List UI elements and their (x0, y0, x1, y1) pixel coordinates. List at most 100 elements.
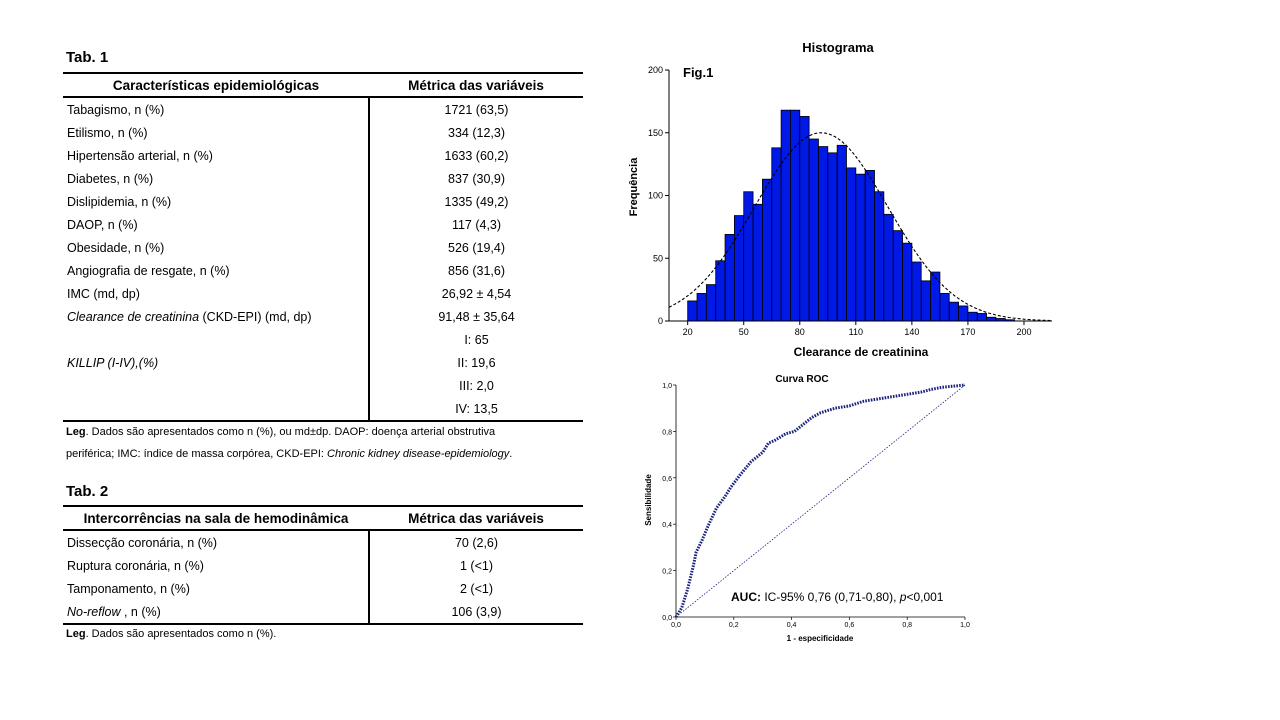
x-tick-label: 200 (1016, 327, 1031, 337)
row-value: 2 (<1) (368, 577, 583, 600)
histogram-bar (864, 169, 875, 322)
histogram-bar (687, 300, 698, 322)
roc-y-tick-label: 0,4 (662, 522, 672, 529)
table-row: Angiografia de resgate, n (%) 856 (31,6) (63, 259, 583, 282)
column-header: Intercorrências na sala de hemodinâmica (83, 510, 349, 526)
row-label: Ruptura coronária, n (%) (67, 558, 204, 573)
histogram-bar (771, 147, 782, 322)
killip-value: III: 2,0 (368, 374, 583, 397)
killip-label: KILLIP (I-IV),(%) (67, 355, 159, 370)
roc-x-label: 1 - especificidade (787, 634, 854, 643)
killip-value: II: 19,6 (368, 351, 583, 374)
row-label: DAOP, n (%) (67, 217, 138, 232)
table-row: Etilismo, n (%) 334 (12,3) (63, 121, 583, 144)
table1: Características epidemiológicas Métrica … (63, 72, 583, 422)
row-value: 70 (2,6) (368, 530, 583, 554)
row-value: 856 (31,6) (368, 259, 583, 282)
row-label: Obesidade, n (%) (67, 240, 165, 255)
x-tick-label: 80 (795, 327, 805, 337)
table2-title: Tab. 2 (66, 483, 109, 500)
table-row: Dissecção coronária, n (%) 70 (2,6) (63, 530, 583, 554)
row-label: Clearance de creatinina (CKD-EPI) (md, d… (63, 305, 369, 328)
histogram-annotation: Fig.1 (683, 65, 713, 80)
table-header-row: Características epidemiológicas Métrica … (63, 73, 583, 97)
legend-bold: Leg (66, 628, 86, 640)
histogram-bar (846, 167, 857, 322)
table-row: Hipertensão arterial, n (%) 1633 (60,2) (63, 144, 583, 167)
row-label: Hipertensão arterial, n (%) (67, 148, 213, 163)
row-value: 526 (19,4) (368, 236, 583, 259)
table-row: Dislipidemia, n (%) 1335 (49,2) (63, 190, 583, 213)
auc-p: p (899, 590, 907, 604)
histogram-bar (799, 116, 810, 322)
histogram-bar (911, 261, 922, 322)
x-tick-label: 140 (904, 327, 919, 337)
roc-title: Curva ROC (775, 374, 828, 385)
table-header-row: Intercorrências na sala de hemodinâmica … (63, 506, 583, 530)
roc-y-tick-label: 0,6 (662, 476, 672, 483)
histogram-bar (986, 316, 997, 322)
roc-x-tick-label: 0,2 (729, 622, 739, 629)
auc-text: IC-95% 0,76 (0,71-0,80), (761, 590, 900, 604)
histogram-bar (780, 109, 791, 322)
histogram-bar (752, 203, 763, 322)
row-value: 91,48 ± 35,64 (368, 305, 583, 328)
auc-label: AUC: (731, 590, 761, 604)
row-label: Tabagismo, n (%) (67, 102, 165, 117)
table-row: IMC (md, dp) 26,92 ± 4,54 (63, 282, 583, 305)
histogram-bar (827, 152, 838, 322)
table-row: Ruptura coronária, n (%) 1 (<1) (63, 554, 583, 577)
table2-legend: Leg. Dados são apresentados como n (%). (66, 623, 586, 645)
histogram-bar (920, 280, 931, 322)
column-header: Métrica das variáveis (408, 510, 544, 526)
histogram-bar (808, 138, 819, 322)
row-label: KILLIP (I-IV),(%) (63, 351, 369, 374)
normal-curve (668, 132, 1052, 322)
histogram-bar (836, 144, 847, 322)
row-label: Tamponamento, n (%) (67, 581, 190, 596)
x-tick-label: 110 (849, 327, 863, 337)
auc-p-value: <0,001 (906, 590, 943, 604)
x-tick-label: 170 (960, 327, 975, 337)
row-value: 1721 (63,5) (368, 97, 583, 121)
roc-y-tick-label: 0,8 (662, 429, 672, 436)
row-value: 1633 (60,2) (368, 144, 583, 167)
roc-y-tick-label: 1,0 (662, 383, 672, 390)
histogram-x-label: Clearance de creatinina (794, 345, 929, 359)
row-value: 837 (30,9) (368, 167, 583, 190)
histogram-title: Histograma (802, 40, 874, 55)
table-row: Tabagismo, n (%) 1721 (63,5) (63, 97, 583, 121)
histogram-bar (939, 292, 950, 322)
row-label: Angiografia de resgate, n (%) (67, 263, 230, 278)
row-label: IMC (md, dp) (67, 286, 140, 301)
label-italic: Clearance de creatinina (67, 309, 200, 324)
legend-italic: Chronic kidney disease-epidemiology (327, 448, 510, 460)
table-row: KILLIP (I-IV),(%) II: 19,6 (63, 351, 583, 374)
histogram-bar (902, 242, 913, 322)
x-tick-label: 20 (683, 327, 693, 337)
y-tick-label: 50 (653, 253, 663, 263)
y-tick-label: 200 (648, 65, 663, 75)
killip-value: I: 65 (368, 328, 583, 351)
table-row: Tamponamento, n (%) 2 (<1) (63, 577, 583, 600)
label-text: (CKD-EPI) (md, dp) (199, 309, 312, 324)
x-tick-label: 50 (739, 327, 749, 337)
table-row: Clearance de creatinina (CKD-EPI) (md, d… (63, 305, 583, 328)
roc-x-tick-label: 0,8 (902, 622, 912, 629)
histogram-bar (762, 178, 773, 322)
roc-auc-annotation: AUC: IC-95% 0,76 (0,71-0,80), p<0,001 (731, 590, 944, 604)
histogram-bar (874, 191, 885, 322)
table-row: No-reflow , n (%) 106 (3,9) (63, 600, 583, 624)
histogram-bar (967, 311, 978, 322)
histogram-bar (818, 146, 829, 322)
legend-text: periférica; IMC: índice de massa corpóre… (66, 448, 328, 460)
histogram-bar (715, 260, 726, 322)
histogram-y-label: Frequência (628, 157, 640, 217)
roc-x-tick-label: 1,0 (960, 622, 970, 629)
row-value: 1 (<1) (368, 554, 583, 577)
histogram-bar (696, 292, 707, 322)
row-value: 26,92 ± 4,54 (368, 282, 583, 305)
label-text: , n (%) (120, 604, 161, 619)
roc-y-tick-label: 0,2 (662, 569, 672, 576)
table1-title: Tab. 1 (66, 49, 109, 66)
